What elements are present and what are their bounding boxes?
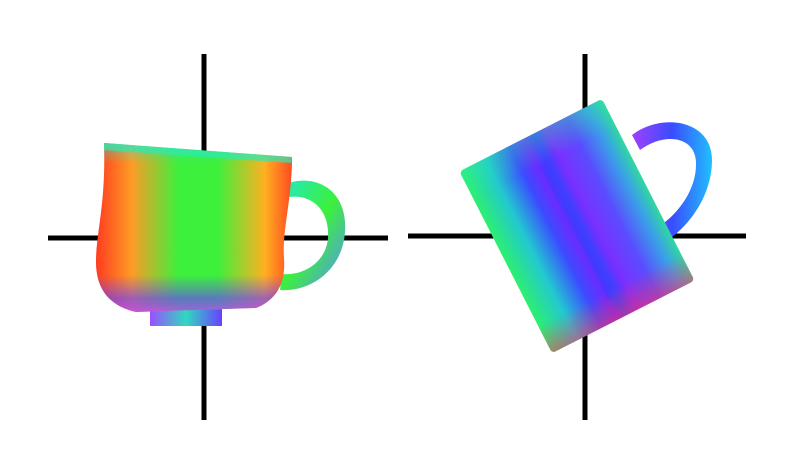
mug-body-shading — [460, 100, 694, 352]
left-panel — [48, 54, 388, 420]
mug-stripe — [539, 163, 614, 301]
teacup-icon — [96, 143, 346, 326]
right-panel — [408, 54, 746, 420]
mug-icon — [460, 100, 712, 352]
teacup-base — [150, 308, 222, 326]
mug-handle — [632, 122, 712, 240]
mug-stripe — [549, 147, 627, 293]
teacup-handle — [280, 180, 346, 291]
mug-stripe — [523, 166, 599, 308]
teacup-rim — [104, 143, 292, 163]
teacup-body-shading — [96, 143, 292, 312]
